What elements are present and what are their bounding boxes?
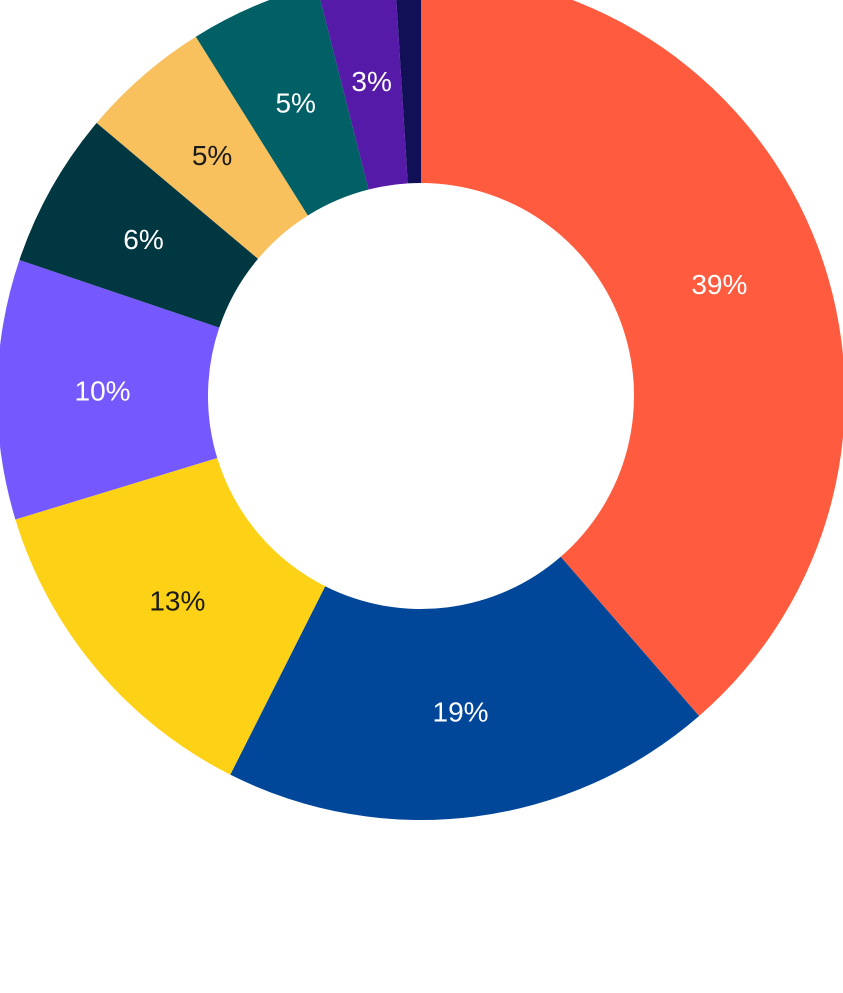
- slice-label-7: 5%: [275, 88, 315, 119]
- slice-labels: 39% 19% 13% 10% 6% 5% 5% 3%: [75, 66, 748, 728]
- donut-slice-9: [396, 0, 421, 184]
- donut-slice-1: [421, 0, 843, 717]
- slice-label-1: 39%: [691, 269, 747, 300]
- donut-slices: [0, 0, 843, 820]
- donut-slice-5: [19, 122, 259, 328]
- slice-label-5: 6%: [123, 224, 163, 255]
- slice-label-8: 3%: [351, 66, 391, 97]
- donut-slice-8: [320, 0, 408, 190]
- slice-label-4: 10%: [75, 376, 131, 407]
- donut-slice-4: [0, 259, 220, 520]
- slice-label-3: 13%: [149, 586, 205, 617]
- slice-label-6: 5%: [192, 140, 232, 171]
- donut-slice-3: [15, 458, 326, 775]
- donut-slice-2: [230, 556, 700, 820]
- donut-slice-7: [195, 0, 369, 216]
- donut-slice-6: [96, 36, 308, 259]
- slice-label-2: 19%: [433, 697, 489, 728]
